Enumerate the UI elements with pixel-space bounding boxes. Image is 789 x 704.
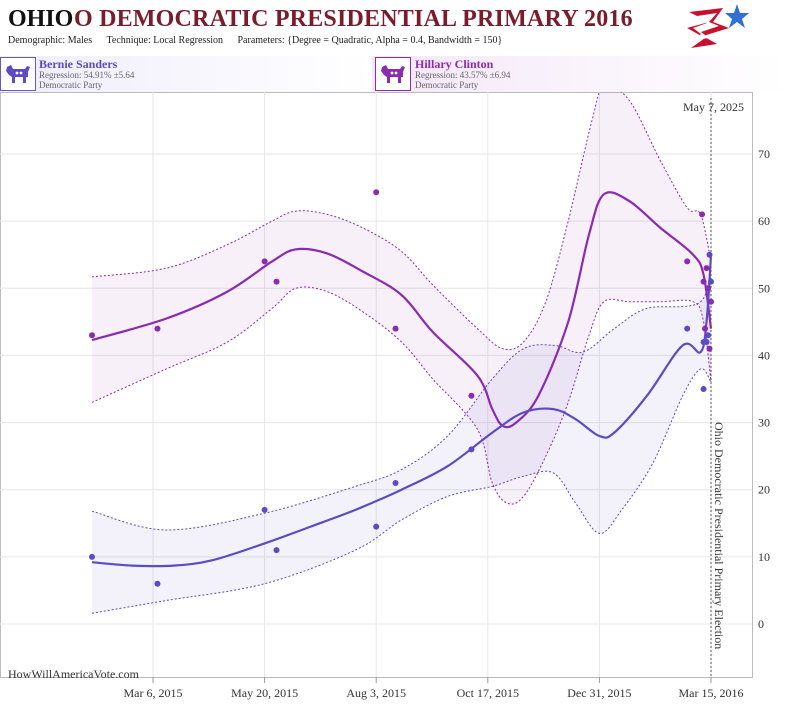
chart-area: Mar 6, 2015 May 20, 2015 Aug 3, 2015 Oct 17… (0, 92, 789, 704)
poll-point-clinton (705, 285, 712, 292)
poll-point-sanders (373, 523, 380, 530)
poll-point-sanders (392, 480, 399, 486)
parameters-label: Parameters: (237, 35, 285, 46)
candidate-card-clinton: Hillary Clinton Regression: 43.57% ±6.94… (372, 56, 789, 92)
title-state: OHIO (8, 6, 74, 32)
poll-point-clinton (703, 265, 710, 272)
poll-point-sanders (89, 553, 95, 560)
poll-point-clinton (373, 189, 380, 196)
regression-plot: Mar 6, 2015 May 20, 2015 Aug 3, 2015 Oct 17… (0, 92, 770, 700)
trend-line-sanders (91, 254, 713, 568)
demographic-value: Males (67, 35, 93, 46)
y-tick-label: 10 (758, 550, 770, 564)
chart-parameters: Demographic: Males Technique: Local Regr… (8, 35, 514, 46)
election-label: Ohio Democratic Presidential Primary Ele… (712, 422, 726, 649)
poll-point-clinton (708, 298, 714, 305)
x-tick-label: May 20, 2015 (231, 686, 298, 700)
confidence-band-clinton (92, 92, 711, 505)
candidate-name: Hillary Clinton (415, 57, 494, 71)
poll-point-sanders (154, 580, 161, 587)
poll-point-sanders (703, 339, 710, 345)
candidate-regression: Regression: 54.91% ±5.64 (39, 70, 135, 80)
technique-label: Technique: (106, 35, 151, 46)
lower-bound-clinton (91, 286, 712, 505)
chart-header: OHIO O DEMOCRATIC PRESIDENTIAL PRIMARY 2… (0, 0, 789, 58)
poll-point-clinton (706, 345, 713, 352)
y-tick-label: 30 (758, 416, 770, 430)
candidate-name: Bernie Sanders (39, 57, 118, 71)
poll-point-clinton (702, 325, 709, 332)
poll-point-sanders (468, 446, 475, 453)
y-tick-label: 60 (758, 214, 770, 228)
poll-point-clinton (273, 278, 280, 285)
y-tick-label: 0 (758, 617, 764, 631)
poll-point-clinton (392, 325, 399, 332)
technique-value: Local Regression (153, 35, 223, 46)
trend-line-clinton (91, 191, 713, 429)
page-title: O DEMOCRATIC PRESIDENTIAL PRIMARY 2016 (74, 6, 633, 32)
upper-bound-clinton (91, 92, 712, 351)
poll-point-clinton (261, 258, 268, 265)
confidence-band-sanders (92, 254, 711, 614)
candidate-regression: Regression: 43.57% ±6.94 (415, 70, 511, 80)
poll-point-clinton (89, 332, 95, 339)
x-tick-label: Oct 17, 2015 (457, 686, 519, 700)
y-tick-label: 40 (758, 348, 770, 362)
y-tick-label: 70 (758, 147, 770, 161)
x-tick-label: Mar 6, 2015 (124, 686, 183, 700)
parameters-value: {Degree = Quadratic, Alpha = 0.4, Bandwi… (287, 35, 503, 46)
poll-point-clinton (154, 325, 161, 332)
x-tick-label: Mar 15, 2016 (679, 686, 744, 700)
lower-bound-sanders (91, 368, 712, 614)
current-date-label: May 7, 2025 (683, 100, 744, 114)
y-tick-label: 20 (758, 483, 770, 497)
poll-point-sanders (705, 332, 712, 339)
y-tick-label: 50 (758, 281, 770, 295)
x-tick-label: Aug 3, 2015 (346, 686, 406, 700)
watermark: HowWillAmericaVote.com (8, 667, 140, 681)
poll-point-sanders (261, 506, 268, 513)
poll-point-clinton (684, 258, 691, 265)
poll-point-clinton (700, 278, 707, 285)
poll-point-clinton (468, 392, 475, 399)
demographic-label: Demographic: (8, 35, 66, 46)
upper-bound-sanders (91, 254, 712, 531)
poll-point-sanders (684, 325, 691, 332)
candidate-party: Democratic Party (39, 80, 103, 90)
candidate-card-sanders: Bernie Sanders Regression: 54.91% ±5.64 … (0, 56, 372, 92)
poll-point-sanders (708, 278, 714, 285)
poll-point-sanders (700, 386, 707, 392)
donkey-icon (375, 57, 411, 91)
poll-point-sanders (273, 547, 280, 554)
candidate-party: Democratic Party (415, 80, 479, 90)
donkey-icon (0, 57, 36, 91)
poll-point-clinton (699, 211, 706, 218)
x-tick-label: Dec 31, 2015 (567, 686, 631, 700)
site-logo (687, 4, 749, 48)
poll-point-sanders (706, 251, 713, 258)
